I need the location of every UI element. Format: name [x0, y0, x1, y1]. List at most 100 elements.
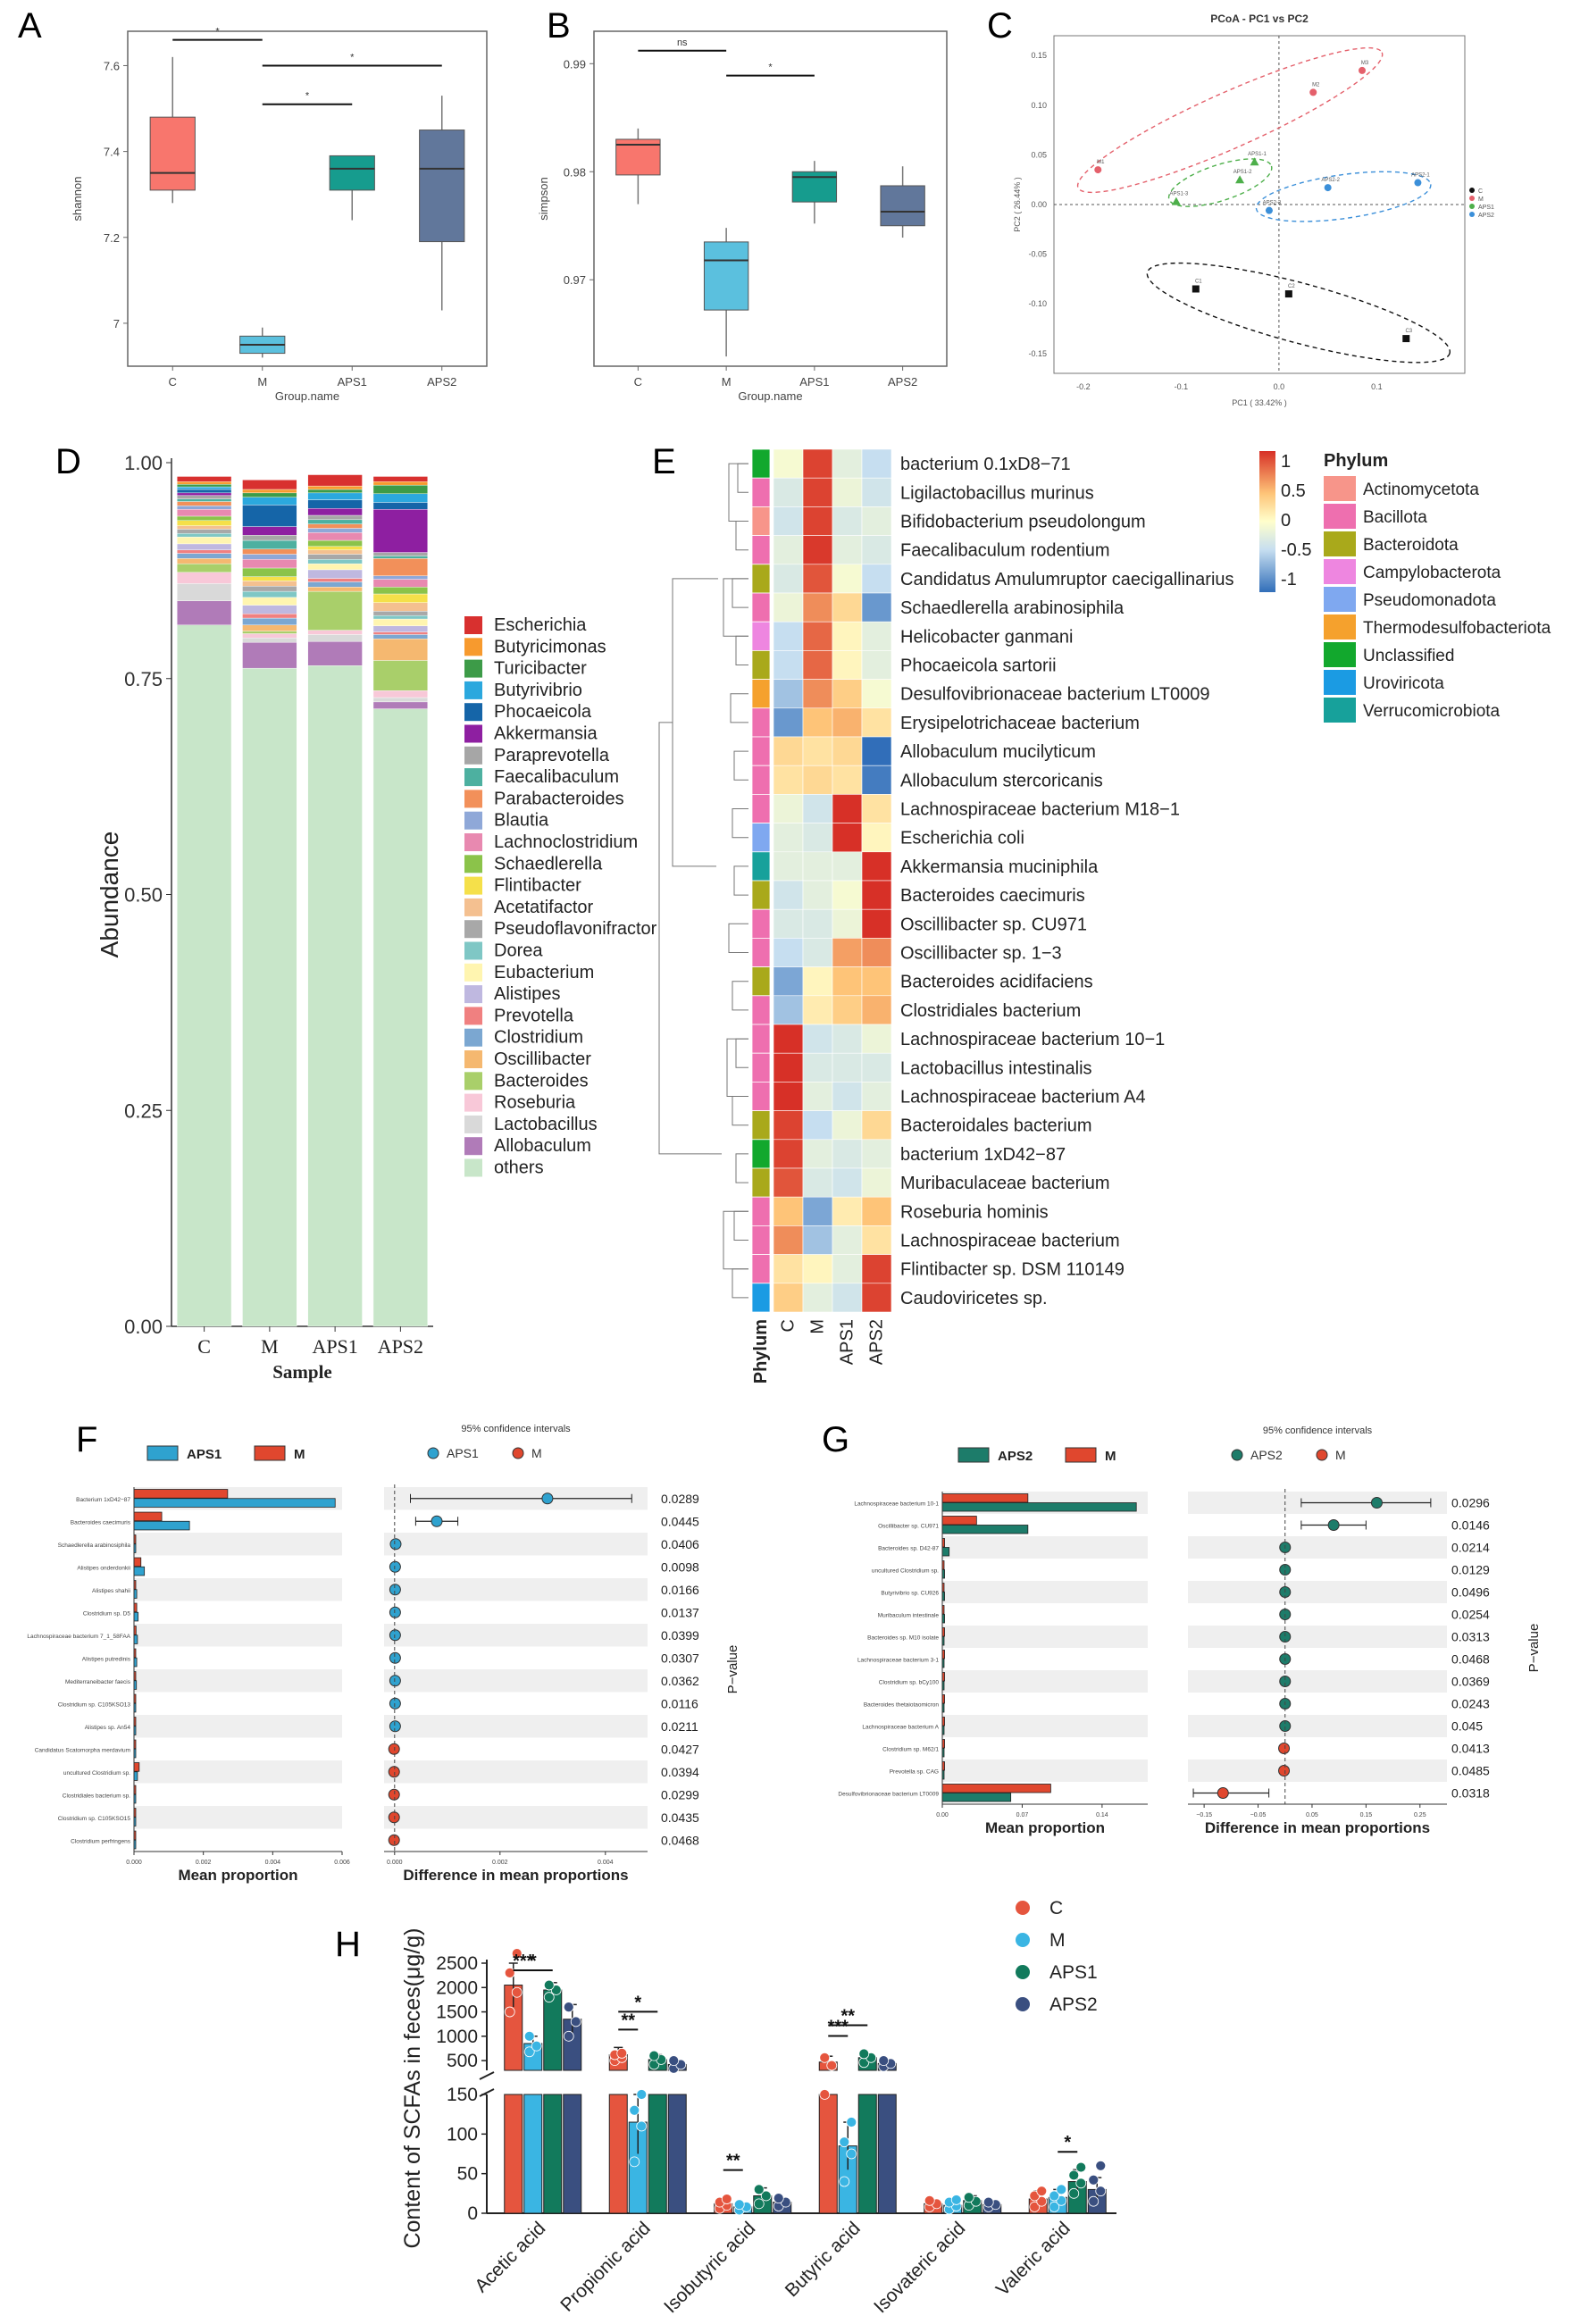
heatmap-cell: [832, 1052, 863, 1083]
heatmap-cell: [832, 794, 863, 823]
y-tick-label: 7.4: [104, 146, 120, 159]
stack-segment-Butyrivibrio: [372, 493, 428, 503]
feature-label: Butyrivibrio sp. CU926: [881, 1591, 939, 1597]
feature-label: Candidatus Scatomorpha merdavium: [35, 1747, 130, 1753]
data-point-APS1: [550, 1985, 562, 1995]
stack-segment-Butyrivibrio: [307, 492, 363, 500]
bar-APS1: [543, 2094, 563, 2214]
feature-label: Bacterium 1xD42−87: [76, 1497, 130, 1503]
data-point-C: [924, 2194, 935, 2206]
data-point-C: [504, 1968, 515, 1978]
legend-marker-APS1: [1016, 1965, 1030, 1979]
data-point-APS1: [648, 2050, 660, 2061]
x-tick-label: -0.2: [1076, 382, 1091, 391]
row-label: Allobaculum mucilyticum: [900, 742, 1096, 762]
bar-APS2: [877, 2094, 897, 2214]
legend-swatch-others: [464, 1158, 482, 1177]
phylum-legend-label-Unclassified: Unclassified: [1363, 647, 1454, 665]
heatmap-cell: [773, 477, 804, 507]
stack-segment-Allobaculum: [177, 600, 232, 625]
row-band: [1188, 1670, 1447, 1693]
heatmap-cell: [802, 736, 833, 766]
row-band: [134, 1624, 342, 1647]
heatmap-cell: [832, 880, 863, 910]
difference-point: [389, 1606, 401, 1618]
box-C: [149, 116, 196, 191]
x-tick-label: 0.07: [1016, 1812, 1029, 1818]
legend-label-Clostridium: Clostridium: [494, 1028, 583, 1048]
heatmap-cell: [773, 564, 804, 594]
heatmap-cell: [861, 564, 892, 594]
panel-label-c: C: [987, 6, 1013, 46]
stack-segment-Oscillibacter: [307, 587, 363, 592]
heatmap-cell: [802, 564, 833, 594]
point-APS2: [1324, 184, 1332, 192]
data-point-APS2: [982, 2196, 994, 2208]
data-point-M: [1056, 2184, 1067, 2195]
phylum-legend-label-Uroviricota: Uroviricota: [1363, 674, 1444, 693]
stack-segment-Turicibacter: [307, 489, 363, 494]
heatmap-cell: [832, 908, 863, 939]
heatmap-cell: [802, 1283, 833, 1313]
stack-segment-Butyrivibrio: [242, 497, 297, 506]
stack-segment-Eubacterium: [372, 618, 428, 626]
heatmap-cell: [802, 966, 833, 997]
row-band: [942, 1581, 1148, 1603]
p-value: 0.0435: [661, 1810, 699, 1825]
row-band: [384, 1669, 648, 1693]
x-tick-label: Isobutyric acid: [660, 2218, 759, 2317]
x-tick-label: −0.05: [1250, 1812, 1267, 1818]
heatmap-cell: [773, 535, 804, 565]
phylum-annotation-Bacillota: [751, 1024, 771, 1054]
row-label: Ligilactobacillus murinus: [900, 483, 1094, 503]
bar-APS2: [563, 2094, 582, 2214]
feature-label: Prevotella sp. CAG: [890, 1769, 939, 1776]
stack-segment-Clostridium: [177, 553, 232, 559]
p-value: 0.0468: [661, 1833, 699, 1847]
stack-segment-Allobaculum: [242, 641, 297, 669]
y-tick-label: 0.00: [124, 1316, 163, 1338]
data-point-C: [504, 2006, 515, 2018]
point-label: APS2-1: [1411, 173, 1430, 179]
p-value: 0.0362: [661, 1674, 699, 1688]
bar-M: [133, 1557, 142, 1567]
x-tick-label: M: [722, 375, 732, 389]
stack-segment-Alistipes: [242, 605, 297, 614]
y-axis-label: PC2 ( 26.44% ): [1013, 177, 1022, 232]
x-tick-label: 0.05: [1306, 1812, 1318, 1818]
x-tick-label: 0.000: [126, 1860, 142, 1866]
stack-segment-Escherichia: [372, 476, 428, 482]
stack-segment-Eubacterium: [177, 536, 232, 545]
row-label: Lachnospiraceae bacterium A4: [900, 1088, 1146, 1108]
phylum-legend-label-Campylobacterota: Campylobacterota: [1363, 564, 1501, 582]
feature-label: Muribaculum intestinale: [878, 1613, 940, 1619]
stack-segment-Oscillibacter: [242, 624, 297, 631]
stack-segment-Paraprevotella: [307, 514, 363, 521]
stack-segment-Turicibacter: [177, 483, 232, 488]
heatmap-cell: [773, 880, 804, 910]
p-value-axis-label: P−value: [725, 1645, 740, 1694]
y-tick-label: 0.75: [124, 668, 163, 690]
legend-swatch-Roseburia: [464, 1093, 482, 1112]
significance-label: *: [305, 91, 310, 102]
data-point-C: [819, 2089, 831, 2100]
phylum-annotation-Campylobacterota: [751, 621, 771, 651]
p-value: 0.0296: [1451, 1496, 1490, 1510]
legend-label-Butyricimonas: Butyricimonas: [494, 637, 606, 656]
heatmap-cell: [773, 1052, 804, 1083]
ci-legend-label-APS2: APS2: [1250, 1448, 1283, 1462]
heatmap-cell: [802, 1110, 833, 1141]
stack-segment-Flintibacter: [372, 593, 428, 603]
x-tick-label: 0.1: [1371, 382, 1383, 391]
box-APS2: [880, 185, 925, 227]
heatmap-cell: [773, 736, 804, 766]
heatmap-cell: [802, 1052, 833, 1083]
stack-segment-Acetatifactor: [177, 525, 232, 530]
stack-segment-Blautia: [372, 575, 428, 580]
heatmap-cell: [802, 707, 833, 738]
data-point-C: [826, 2060, 838, 2071]
data-point-M: [733, 2199, 745, 2211]
legend-swatch-Prevotella: [464, 1007, 482, 1025]
p-value: 0.0289: [661, 1492, 699, 1506]
legend-marker-APS2: [1016, 1997, 1030, 2011]
